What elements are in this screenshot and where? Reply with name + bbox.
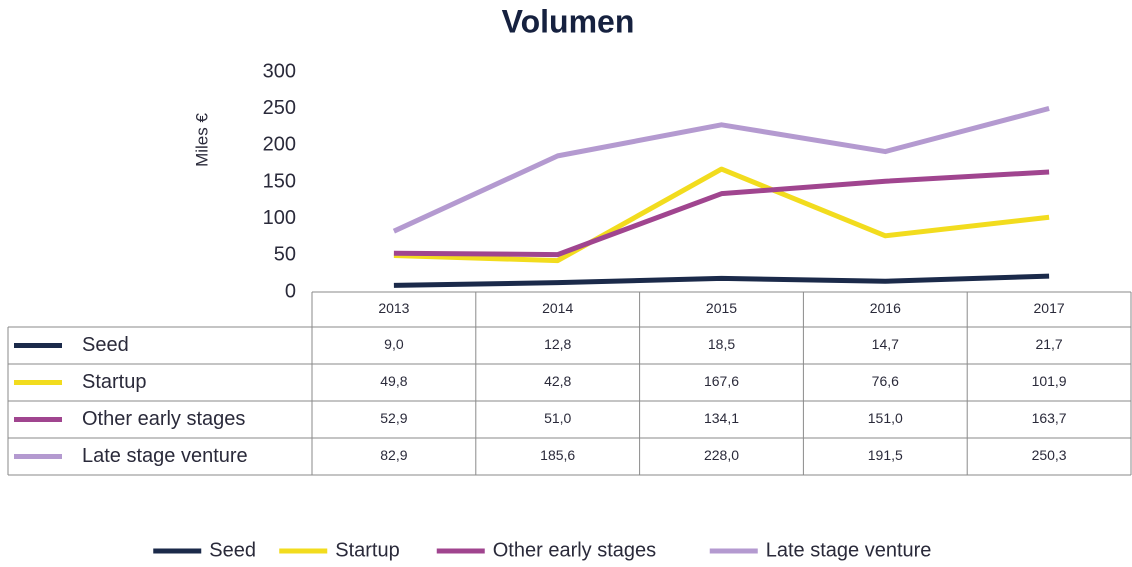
row-label: Other early stages [82, 408, 245, 430]
data-label: 14,7 [872, 336, 899, 352]
data-label: 52,9 [380, 410, 407, 426]
y-tick-label: 300 [263, 60, 296, 82]
data-label: 82,9 [380, 447, 407, 463]
data-label: 151,0 [868, 410, 903, 426]
series-line [393, 273, 1050, 288]
data-label: 21,7 [1035, 336, 1062, 352]
data-label: 167,6 [704, 373, 739, 389]
y-tick-label: 100 [263, 207, 296, 229]
data-label: 51,0 [544, 410, 571, 426]
series-line [392, 106, 1050, 234]
data-label: 163,7 [1032, 410, 1067, 426]
data-label: 18,5 [708, 336, 735, 352]
data-label: 12,8 [544, 336, 571, 352]
legend-label: Other early stages [493, 539, 656, 561]
series-line [393, 166, 1050, 264]
x-tick-label: 2016 [870, 300, 901, 316]
data-label: 185,6 [540, 447, 575, 463]
row-label: Seed [82, 334, 129, 356]
data-label: 76,6 [872, 373, 899, 389]
data-label: 9,0 [384, 336, 404, 352]
row-label: Startup [82, 371, 146, 393]
x-tick-label: 2014 [542, 300, 573, 316]
legend-label: Startup [335, 539, 399, 561]
data-label: 250,3 [1032, 447, 1067, 463]
row-label: Late stage venture [82, 445, 248, 467]
data-label: 191,5 [868, 447, 903, 463]
data-label: 134,1 [704, 410, 739, 426]
legend-label: Seed [209, 539, 256, 561]
y-tick-label: 200 [263, 134, 296, 156]
x-tick-label: 2017 [1034, 300, 1065, 316]
data-label: 228,0 [704, 447, 739, 463]
y-tick-label: 50 [274, 244, 296, 266]
data-label: 42,8 [544, 373, 571, 389]
x-tick-label: 2013 [378, 300, 409, 316]
legend-label: Late stage venture [766, 539, 932, 561]
series-line [393, 169, 1050, 258]
y-tick-label: 0 [285, 280, 296, 302]
data-label: 101,9 [1032, 373, 1067, 389]
chart-title: Volumen [502, 3, 635, 39]
y-axis-label: Miles € [192, 113, 211, 167]
x-tick-label: 2015 [706, 300, 737, 316]
y-tick-label: 250 [263, 97, 296, 119]
data-label: 49,8 [380, 373, 407, 389]
y-tick-label: 150 [263, 170, 296, 192]
